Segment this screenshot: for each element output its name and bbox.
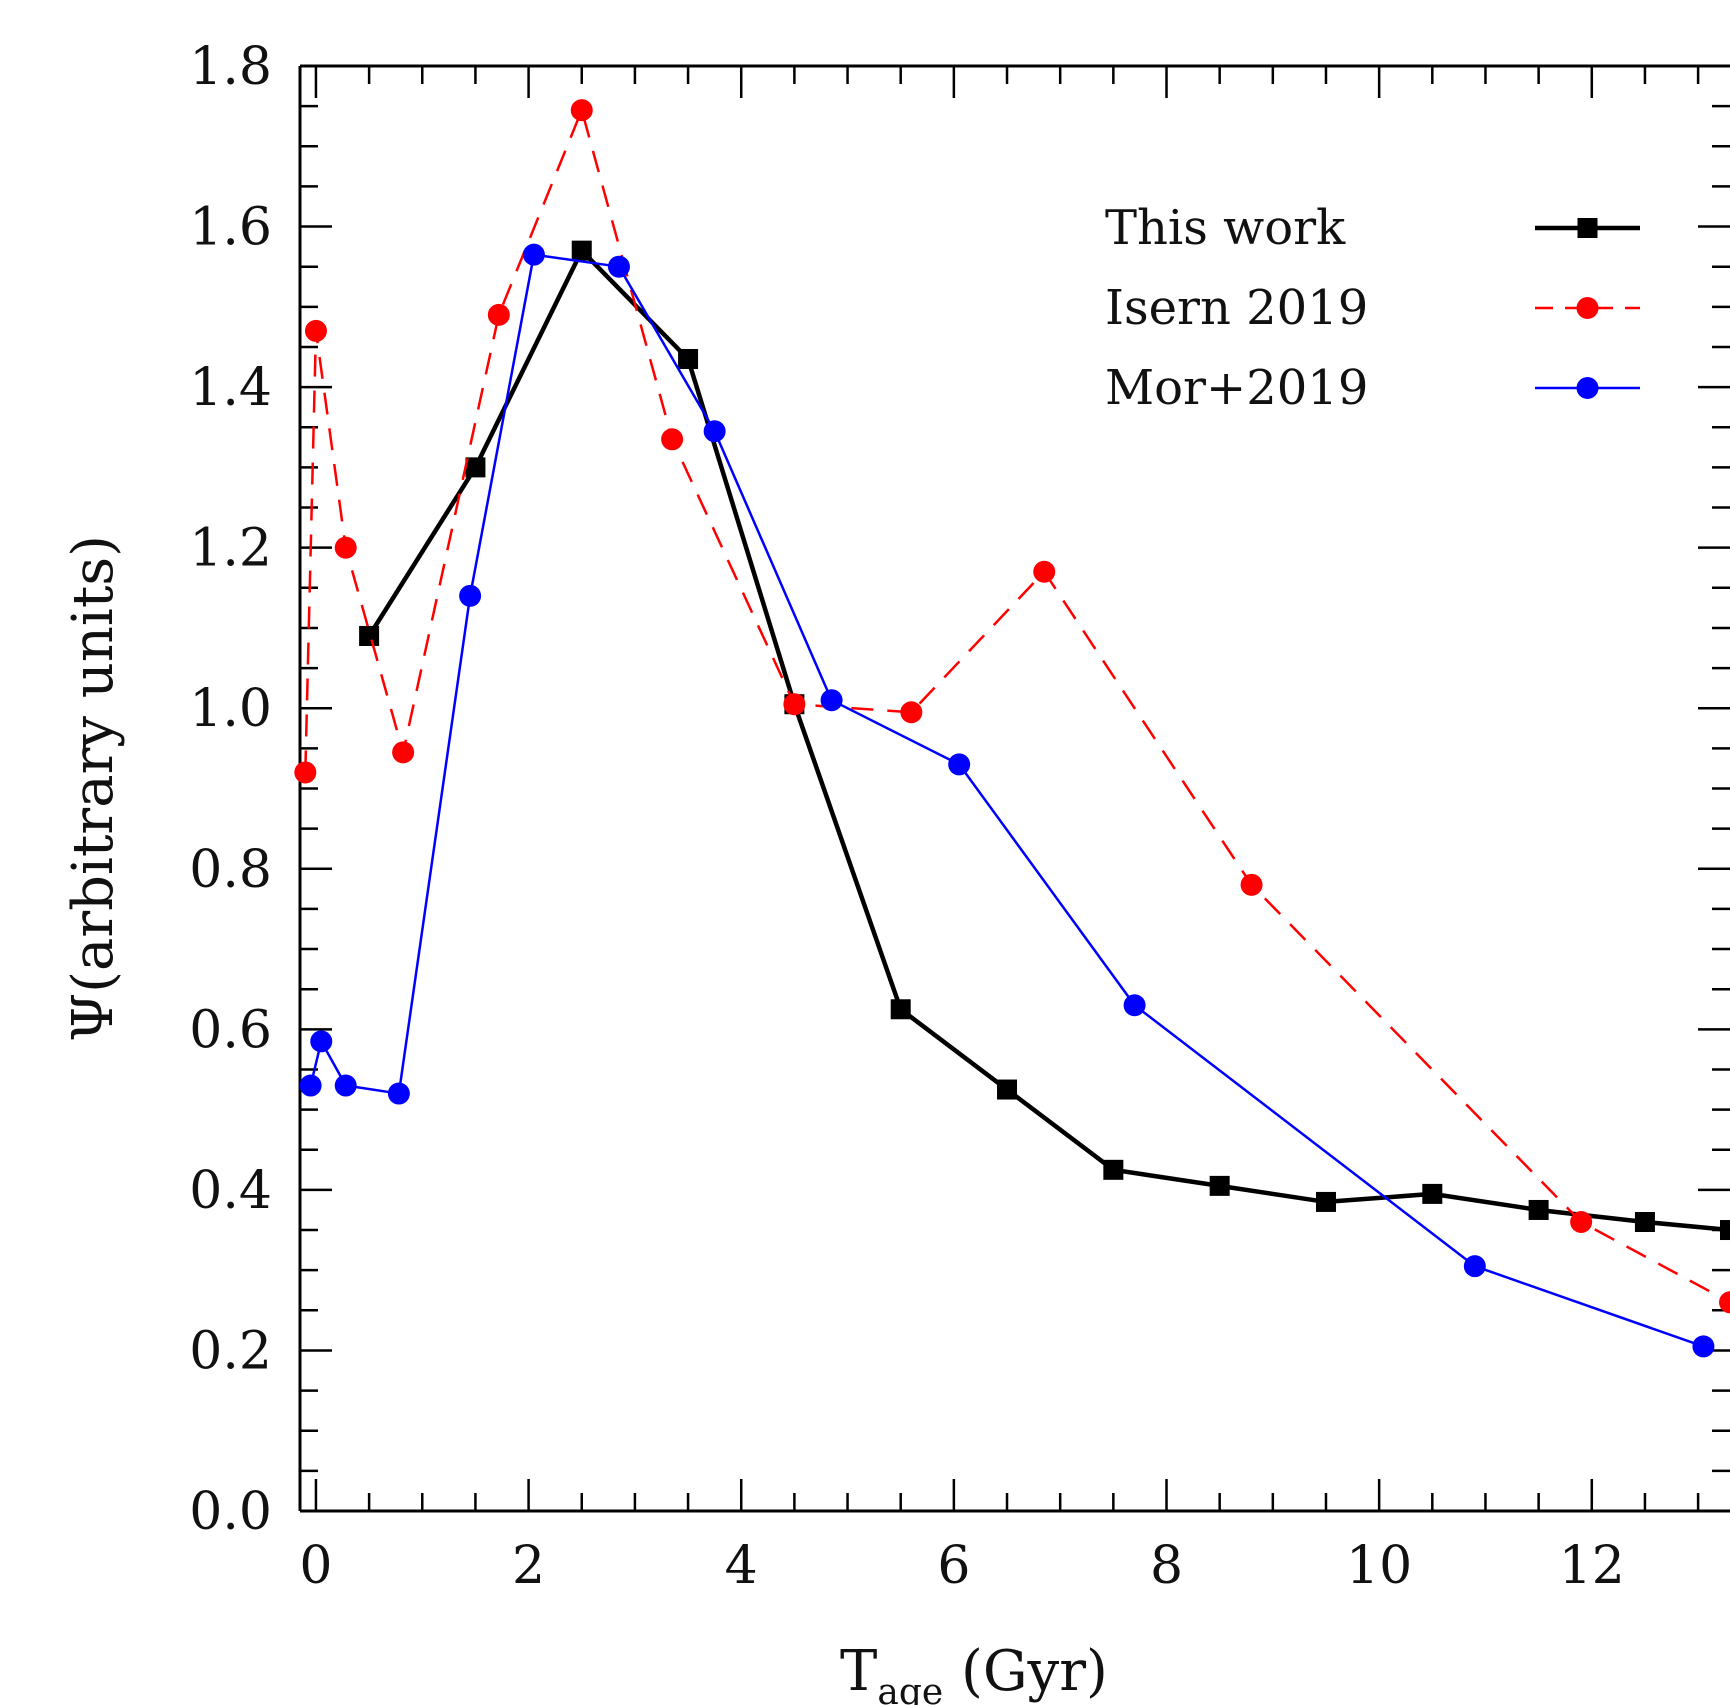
data-point bbox=[1315, 1191, 1336, 1212]
y-tick-label: 0.0 bbox=[189, 1482, 272, 1542]
legend-label: Mor+2019 bbox=[1105, 360, 1368, 416]
legend-marker bbox=[1576, 377, 1599, 399]
data-point bbox=[1033, 560, 1056, 583]
y-tick-label: 0.6 bbox=[189, 1000, 272, 1060]
data-point bbox=[1720, 1220, 1730, 1241]
data-point bbox=[1240, 873, 1263, 896]
data-point bbox=[1634, 1212, 1655, 1232]
data-point bbox=[678, 349, 699, 370]
series-this-work bbox=[359, 240, 1730, 1241]
data-point bbox=[997, 1079, 1018, 1100]
data-point bbox=[392, 741, 415, 764]
x-axis-title-unit: (Gyr) bbox=[943, 1639, 1108, 1704]
data-point bbox=[1692, 1335, 1715, 1358]
series-layer bbox=[294, 99, 1730, 1358]
x-tick-label: 4 bbox=[725, 1536, 758, 1596]
x-axis-title-subscript: age bbox=[877, 1672, 943, 1705]
data-point bbox=[459, 584, 482, 607]
data-point bbox=[334, 1074, 357, 1097]
legend-label: Isern 2019 bbox=[1105, 280, 1368, 336]
y-tick-label: 0.4 bbox=[189, 1161, 272, 1221]
y-tick-label: 1.0 bbox=[189, 679, 272, 739]
y-axis-title: Ψ(arbitrary units) bbox=[61, 535, 126, 1042]
data-point bbox=[890, 999, 911, 1020]
data-point bbox=[900, 701, 923, 724]
data-point bbox=[1528, 1199, 1549, 1220]
y-tick-label: 1.4 bbox=[189, 358, 272, 418]
data-point bbox=[820, 689, 843, 712]
y-tick-label: 0.8 bbox=[189, 840, 272, 900]
series-line bbox=[309, 253, 1704, 1348]
x-tick-label: 2 bbox=[512, 1536, 545, 1596]
x-axis-title: Tage (Gyr) bbox=[840, 1639, 1108, 1705]
data-point bbox=[570, 99, 593, 122]
legend-marker bbox=[1577, 218, 1598, 238]
data-point bbox=[299, 1074, 322, 1097]
series-line bbox=[367, 248, 1730, 1233]
data-point bbox=[1570, 1211, 1593, 1233]
data-point bbox=[571, 240, 592, 261]
axis-labels: Ψ(arbitrary units) Tage (Gyr) bbox=[61, 535, 1108, 1705]
plot-frame bbox=[298, 64, 1730, 1513]
y-tick-label: 0.2 bbox=[189, 1321, 272, 1381]
x-tick-label: 12 bbox=[1559, 1536, 1625, 1596]
x-tick-label: 10 bbox=[1346, 1536, 1412, 1596]
data-point bbox=[294, 761, 317, 784]
data-point bbox=[783, 693, 806, 716]
y-tick-label: 1.2 bbox=[189, 519, 272, 579]
y-tick-label: 1.8 bbox=[189, 37, 272, 97]
data-point bbox=[607, 255, 630, 278]
data-point bbox=[359, 625, 380, 646]
legend: This work Isern 2019 Mor+2019 bbox=[1105, 200, 1640, 416]
data-point bbox=[661, 428, 684, 451]
data-point bbox=[334, 536, 357, 559]
data-point bbox=[310, 1030, 333, 1053]
data-point bbox=[522, 243, 545, 266]
data-point bbox=[387, 1082, 410, 1105]
data-point bbox=[1719, 1291, 1730, 1314]
data-point bbox=[1123, 994, 1146, 1017]
data-point bbox=[465, 457, 486, 478]
series-isern-2019 bbox=[294, 99, 1730, 1314]
x-tick-label: 6 bbox=[937, 1536, 970, 1596]
axis-ticks: 0.0 0.2 0.4 0.6 0.8 1.0 1.2 1.4 1.6 1.8 0 2 4 6 8 10 12 bbox=[189, 37, 1730, 1596]
series-mor-2019 bbox=[299, 243, 1715, 1358]
x-tick-label: 0 bbox=[299, 1536, 332, 1596]
data-point bbox=[948, 753, 971, 776]
data-point bbox=[487, 303, 510, 326]
data-point bbox=[1209, 1175, 1230, 1196]
data-point bbox=[304, 319, 327, 342]
data-point bbox=[1103, 1159, 1124, 1180]
x-axis-title-main: T bbox=[840, 1639, 877, 1704]
y-tick-label: 1.6 bbox=[189, 198, 272, 258]
series-line bbox=[304, 108, 1730, 1304]
legend-label: This work bbox=[1105, 200, 1346, 256]
data-point bbox=[1463, 1255, 1486, 1278]
data-point bbox=[1422, 1183, 1443, 1204]
data-point bbox=[703, 420, 726, 443]
legend-marker bbox=[1576, 297, 1599, 319]
x-tick-label: 8 bbox=[1150, 1536, 1183, 1596]
